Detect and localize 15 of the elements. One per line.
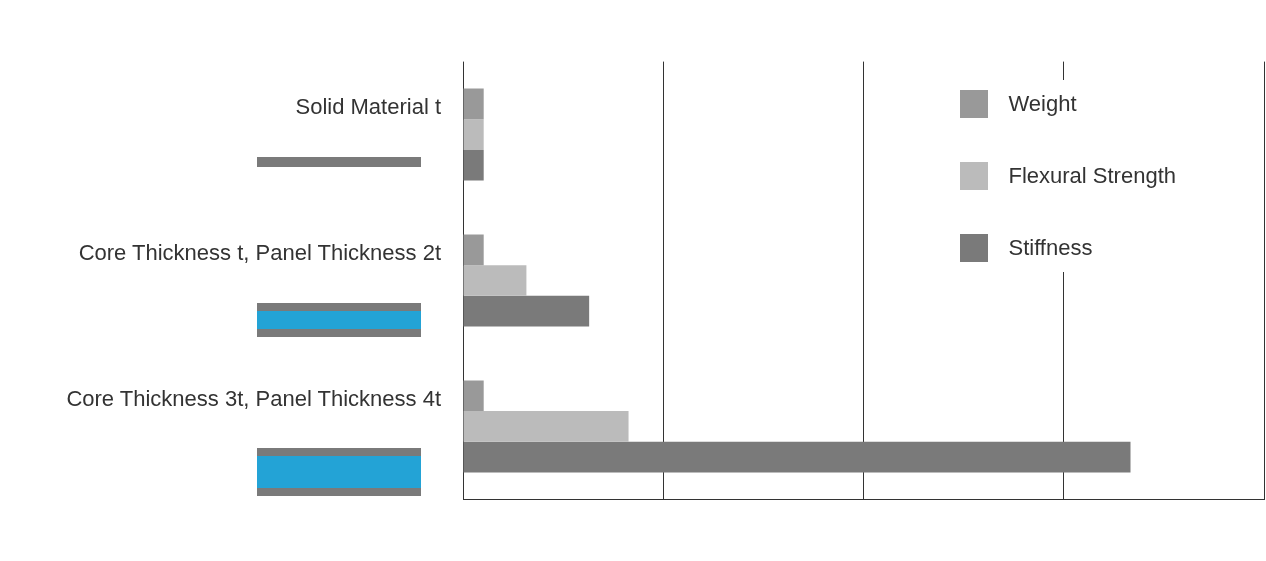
- y-tick-label: Core Thickness t, Panel Thickness 2t: [78, 240, 441, 266]
- bar: [463, 149, 484, 181]
- bar: [463, 265, 527, 296]
- y-tick-label: Solid Material t: [295, 94, 441, 120]
- bar: [463, 234, 484, 266]
- legend-label: Stiffness: [1008, 235, 1093, 261]
- bar: [463, 441, 1131, 473]
- bar: [463, 119, 484, 150]
- y-tick-label: Core Thickness 3t, Panel Thickness 4t: [66, 386, 441, 412]
- bar: [463, 411, 629, 442]
- bar: [463, 295, 590, 327]
- bar: [463, 380, 484, 412]
- legend-label: Weight: [1008, 91, 1077, 117]
- bar: [463, 88, 484, 120]
- legend-label: Flexural Strength: [1008, 163, 1176, 189]
